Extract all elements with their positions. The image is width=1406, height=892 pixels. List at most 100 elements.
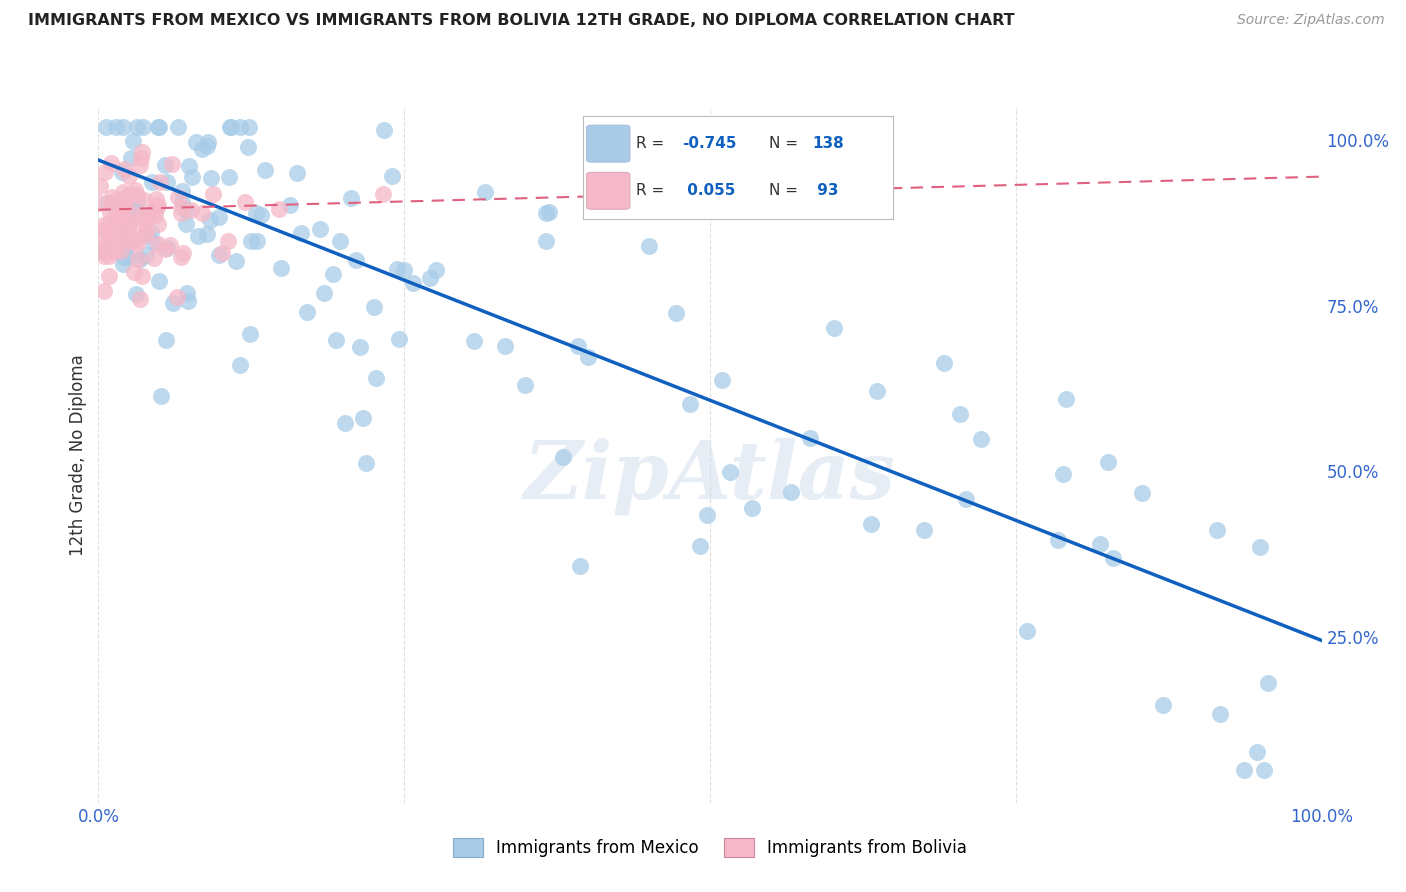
Point	[170, 205, 193, 219]
Point	[107, 237, 129, 252]
Point	[114, 228, 136, 243]
Point	[912, 523, 935, 537]
Point	[94, 165, 117, 179]
Point	[1249, 540, 1271, 554]
Point	[325, 333, 347, 347]
Point	[195, 227, 218, 241]
Point	[98, 250, 121, 264]
Point	[167, 120, 190, 134]
Point	[638, 239, 661, 253]
Point	[1208, 707, 1230, 722]
Point	[191, 205, 214, 219]
Point	[1205, 523, 1227, 537]
Point	[211, 245, 233, 260]
Point	[352, 411, 374, 425]
Point	[394, 263, 416, 277]
Point	[120, 151, 142, 165]
Point	[239, 234, 262, 248]
Point	[112, 256, 135, 270]
Text: R =: R =	[636, 136, 669, 151]
Point	[155, 175, 177, 189]
Point	[1246, 745, 1268, 759]
Point	[167, 190, 190, 204]
Point	[1102, 551, 1125, 566]
Point	[309, 222, 332, 236]
Point	[513, 377, 536, 392]
Point	[125, 120, 148, 134]
Point	[89, 179, 111, 194]
Text: IMMIGRANTS FROM MEXICO VS IMMIGRANTS FROM BOLIVIA 12TH GRADE, NO DIPLOMA CORRELA: IMMIGRANTS FROM MEXICO VS IMMIGRANTS FRO…	[28, 13, 1015, 29]
Point	[115, 216, 138, 230]
Point	[118, 217, 141, 231]
Point	[149, 175, 172, 189]
Point	[115, 222, 138, 236]
Point	[93, 284, 115, 298]
Point	[114, 241, 136, 255]
Point	[96, 239, 118, 253]
Text: 93: 93	[813, 184, 839, 198]
Point	[779, 484, 801, 499]
Point	[356, 456, 378, 470]
Point	[132, 193, 155, 207]
Point	[349, 340, 371, 354]
Point	[576, 351, 599, 365]
Point	[146, 237, 169, 252]
Point	[145, 192, 167, 206]
Point	[363, 300, 385, 314]
Point	[97, 269, 120, 284]
Point	[131, 268, 153, 283]
Point	[150, 389, 173, 403]
Point	[823, 321, 845, 335]
Point	[198, 213, 221, 227]
Point	[94, 120, 117, 134]
Point	[117, 223, 139, 237]
Point	[696, 508, 718, 523]
Point	[112, 185, 135, 199]
Point	[381, 169, 404, 183]
Point	[115, 250, 138, 264]
Point	[225, 254, 247, 268]
Point	[364, 371, 387, 385]
Point	[108, 227, 131, 241]
Text: N =: N =	[769, 136, 803, 151]
Point	[710, 373, 733, 387]
Point	[180, 202, 202, 217]
Point	[101, 195, 124, 210]
Point	[122, 265, 145, 279]
Point	[218, 169, 240, 184]
Point	[172, 245, 194, 260]
Point	[134, 228, 156, 243]
Point	[124, 203, 146, 218]
Point	[148, 274, 170, 288]
Point	[245, 205, 267, 219]
Point	[162, 157, 184, 171]
Point	[679, 397, 702, 411]
Point	[312, 285, 335, 300]
Point	[229, 358, 252, 372]
Point	[250, 208, 273, 222]
Point	[689, 539, 711, 553]
Text: Source: ZipAtlas.com: Source: ZipAtlas.com	[1237, 13, 1385, 28]
Point	[1233, 763, 1256, 777]
Y-axis label: 12th Grade, No Diploma: 12th Grade, No Diploma	[69, 354, 87, 556]
Point	[208, 211, 231, 225]
Point	[124, 231, 146, 245]
Point	[329, 234, 352, 248]
Point	[219, 120, 242, 134]
Point	[200, 170, 222, 185]
Point	[948, 407, 970, 421]
Point	[932, 356, 955, 370]
Point	[340, 191, 363, 205]
Point	[93, 250, 115, 264]
Point	[344, 252, 367, 267]
Point	[143, 208, 166, 222]
Text: 138: 138	[813, 136, 844, 151]
Point	[148, 120, 170, 134]
Point	[236, 140, 259, 154]
Point	[111, 165, 134, 179]
Point	[1052, 467, 1074, 482]
Point	[112, 120, 135, 134]
Point	[104, 222, 127, 236]
Point	[127, 252, 149, 267]
Point	[970, 432, 993, 446]
